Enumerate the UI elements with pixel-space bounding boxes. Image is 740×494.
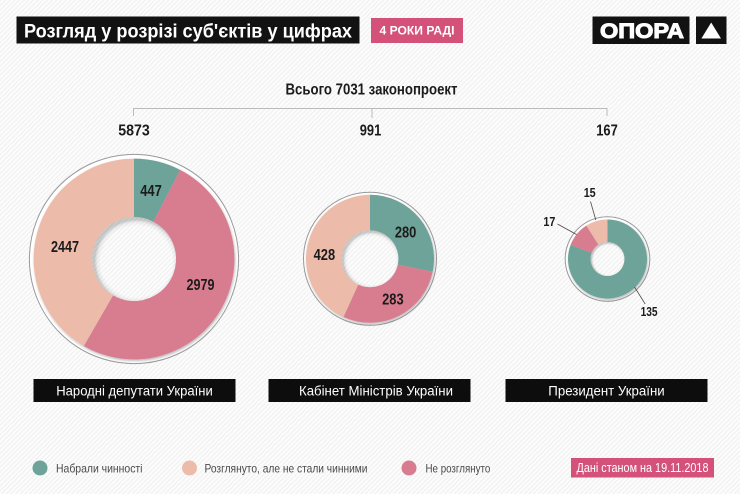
svg-text:Розгляд у розрізі суб'єктів у: Розгляд у розрізі суб'єктів у цифрах [24,22,352,43]
svg-text:280: 280 [395,225,417,242]
svg-text:5873: 5873 [118,123,150,140]
svg-text:Президент України: Президент України [548,384,664,399]
svg-text:447: 447 [140,183,162,200]
svg-text:135: 135 [641,304,658,319]
svg-text:2447: 2447 [51,239,79,256]
svg-text:Не розглянуто: Не розглянуто [426,462,491,476]
svg-text:Набрали чинності: Набрали чинності [56,462,143,476]
svg-text:15: 15 [584,185,596,200]
svg-text:283: 283 [382,291,404,308]
svg-text:17: 17 [543,214,555,229]
svg-text:991: 991 [360,123,382,140]
svg-text:4 РОКИ РАДІ: 4 РОКИ РАДІ [380,24,455,38]
svg-text:167: 167 [596,123,618,140]
svg-text:Всього 7031 законопроект: Всього 7031 законопроект [286,82,458,99]
svg-text:Розглянуто, але не стали чинни: Розглянуто, але не стали чинними [205,462,368,476]
svg-text:428: 428 [314,247,336,264]
svg-text:Дані станом на 19.11.2018: Дані станом на 19.11.2018 [577,461,709,475]
svg-text:Народні депутати України: Народні депутати України [56,384,213,399]
svg-text:Кабінет Міністрів України: Кабінет Міністрів України [299,384,453,399]
svg-text:2979: 2979 [187,277,215,294]
svg-text:ОПОРА: ОПОРА [600,20,684,43]
